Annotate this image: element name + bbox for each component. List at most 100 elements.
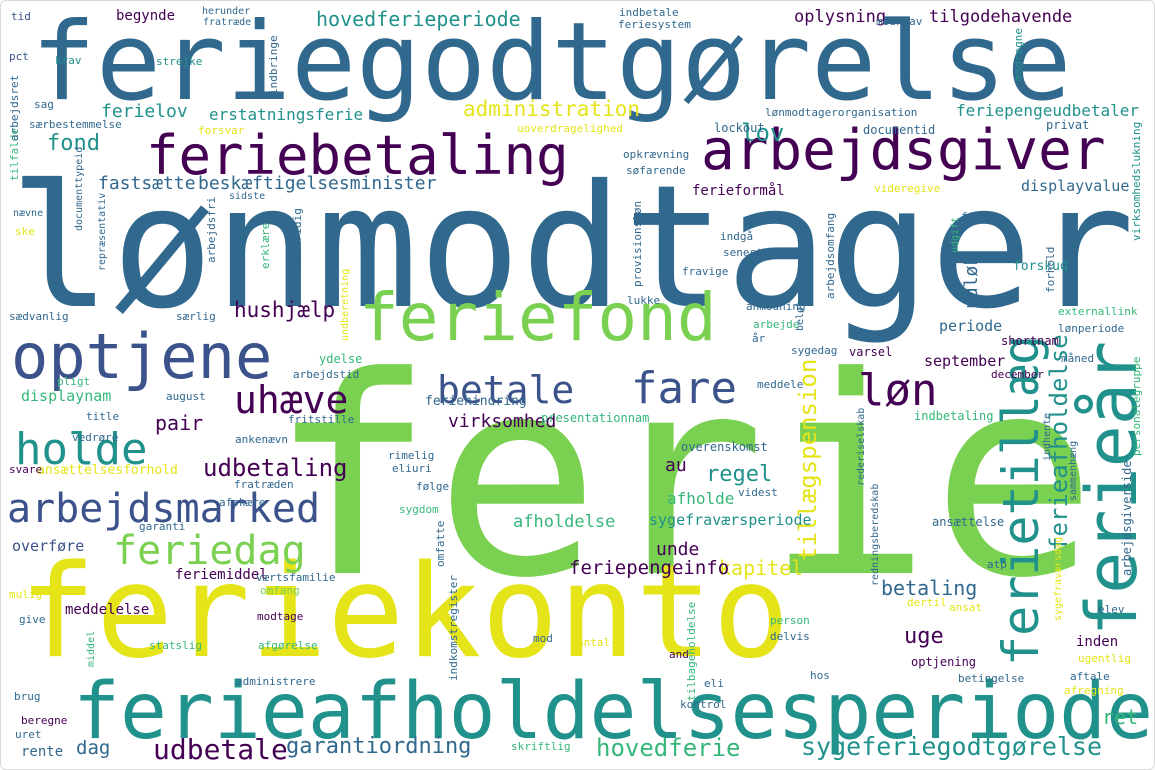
word-fratraeden: fratræden bbox=[234, 478, 294, 491]
word-fond: fond bbox=[47, 131, 100, 156]
word-fritstille: fritstille bbox=[288, 413, 355, 426]
word-garanti: garanti bbox=[139, 520, 186, 533]
word-ankenaevn: ankenævn bbox=[235, 433, 288, 446]
word-fratraede: fratræde bbox=[203, 17, 252, 28]
word-administration: administration bbox=[463, 97, 641, 121]
word-herunder: herunder bbox=[202, 6, 251, 17]
word-indhente: indhente bbox=[1042, 412, 1053, 461]
word-sag: sag bbox=[34, 98, 54, 111]
word-sygefravaersdag: sygefraværsdag bbox=[1053, 536, 1064, 621]
word-beskaeftigelsesminister: beskæftigelsesminister bbox=[198, 173, 437, 194]
word-indga: indgå bbox=[720, 230, 754, 243]
word-personalegruppe: personalegruppe bbox=[1130, 356, 1143, 456]
word-feriedag: feriedag bbox=[113, 528, 306, 574]
word-rederiselskab: rederiselskab bbox=[856, 407, 867, 486]
word-fastsaette: fastsætte bbox=[98, 173, 196, 194]
word-uret: uret bbox=[15, 728, 42, 741]
word-feriepengeinfo: feriepengeinfo bbox=[569, 557, 730, 579]
word-maned: måned bbox=[1061, 352, 1095, 365]
word-eliuri: eliuri bbox=[392, 462, 432, 475]
word-lukke: lukke bbox=[627, 294, 661, 307]
word-mod: mod bbox=[533, 632, 553, 645]
word-statslig: statslig bbox=[149, 639, 202, 652]
word-meddelelse: meddelelse bbox=[65, 602, 150, 618]
word-garantiordning: garantiordning bbox=[286, 734, 472, 759]
word-opkraevning: opkrævning bbox=[623, 148, 690, 161]
word-eli: eli bbox=[704, 677, 724, 690]
word-varsel: varsel bbox=[849, 345, 893, 359]
word-ferietillaeg: ferietillæg bbox=[992, 334, 1050, 666]
word-fare: fare bbox=[631, 363, 737, 414]
word-holde: holde bbox=[15, 424, 148, 475]
word-regel: regel bbox=[706, 462, 773, 487]
word-presentationnam: presentationnam bbox=[541, 411, 650, 425]
word-ferieafholdelsesperiode: ferieafholdelsesperiode bbox=[73, 667, 1154, 757]
word-afskaere: afskære bbox=[219, 496, 266, 509]
word-tilgodehavende: tilgodehavende bbox=[929, 7, 1073, 27]
word-documenttypeid: documenttypeid bbox=[74, 146, 85, 231]
word-vaertsfamilie: værtsfamilie bbox=[256, 571, 336, 584]
word-oplysning: oplysning bbox=[794, 7, 887, 27]
word-dertil: dertil bbox=[907, 596, 947, 609]
word-videst: videst bbox=[738, 486, 778, 499]
word-afholdelse: afholdelse bbox=[513, 512, 616, 532]
word-videregive: videregive bbox=[874, 182, 941, 195]
word-ar: år bbox=[752, 332, 766, 345]
word-retsstridig: retsstridig bbox=[291, 208, 304, 281]
word-aftale: aftale bbox=[1070, 670, 1110, 683]
word-documentid: documentid bbox=[863, 123, 936, 137]
word-provisionslon: provisionsløn bbox=[631, 200, 644, 287]
word-udgift: udgift bbox=[950, 216, 961, 253]
word-lockout: lockout bbox=[714, 121, 765, 135]
word-sygefravaersperiode: sygefraværsperiode bbox=[649, 511, 812, 529]
word-feriemiddel: feriemiddel bbox=[175, 567, 268, 583]
word-arbejdsret: arbejdsret bbox=[8, 74, 21, 141]
word-brug: brug bbox=[14, 690, 41, 703]
word-hovedferieperiode: hovedferieperiode bbox=[316, 7, 521, 31]
word-lonmodtager: lønmodtager bbox=[9, 149, 1135, 347]
word-sidste: sidste bbox=[229, 191, 266, 202]
word-pct: pct bbox=[9, 50, 29, 63]
word-beregne: beregne bbox=[21, 714, 68, 727]
word-modtage: modtage bbox=[257, 610, 304, 623]
word-ft: ft bbox=[961, 210, 975, 223]
word-arbejde: arbejde bbox=[753, 318, 800, 331]
word-indbetale: indbetale bbox=[619, 6, 679, 19]
word-ske: ske bbox=[15, 225, 35, 238]
word-skriftlig: skriftlig bbox=[511, 740, 571, 753]
word-uge: uge bbox=[904, 624, 944, 649]
word-externallink: externallink bbox=[1058, 305, 1138, 318]
word-ferieformal: ferieformål bbox=[692, 183, 785, 199]
word-modregne: modregne bbox=[1012, 28, 1025, 81]
word-feriesystem: feriesystem bbox=[618, 18, 691, 31]
word-forsvar: forsvar bbox=[198, 124, 245, 137]
word-hos: hos bbox=[810, 669, 830, 682]
word-feriekonto: feriekonto bbox=[19, 538, 790, 687]
word-administrere: administrere bbox=[236, 675, 316, 688]
word-uhaeve: uhæve bbox=[234, 378, 349, 422]
word-arbejdsgiverside: arbejdsgiverside bbox=[1120, 460, 1134, 576]
word-saerbestemmelse: særbestemmelse bbox=[29, 118, 122, 131]
word-anmodning: anmodning bbox=[746, 300, 806, 313]
word-vedrore: vedrøre bbox=[72, 431, 119, 444]
word-erstatningsferie: erstatningsferie bbox=[209, 105, 364, 124]
word-indkomstregister: indkomstregister bbox=[447, 575, 460, 681]
word-delvis: delvis bbox=[770, 630, 810, 643]
word-saedvanlig: sædvanlig bbox=[9, 310, 69, 323]
word-au: au bbox=[665, 455, 687, 476]
word-antal: antal bbox=[577, 636, 611, 649]
word-omfang: omfang bbox=[260, 584, 300, 597]
word-folge: følge bbox=[416, 480, 450, 493]
word-december: december bbox=[991, 368, 1044, 381]
word-tid: tid bbox=[11, 10, 31, 23]
word-redningsberedskab: redningsberedskab bbox=[870, 483, 881, 586]
word-arbejdsomfang: arbejdsomfang bbox=[824, 212, 837, 299]
word-indbringe: indbringe bbox=[267, 35, 280, 95]
word-senest: senest bbox=[723, 246, 763, 259]
word-krav: krav bbox=[55, 54, 82, 67]
word-atp: atp bbox=[987, 558, 1007, 571]
word-udbetale: udbetale bbox=[153, 733, 288, 766]
word-dag: dag bbox=[76, 737, 111, 759]
word-arbejdsmarked: arbejdsmarked bbox=[7, 486, 321, 532]
